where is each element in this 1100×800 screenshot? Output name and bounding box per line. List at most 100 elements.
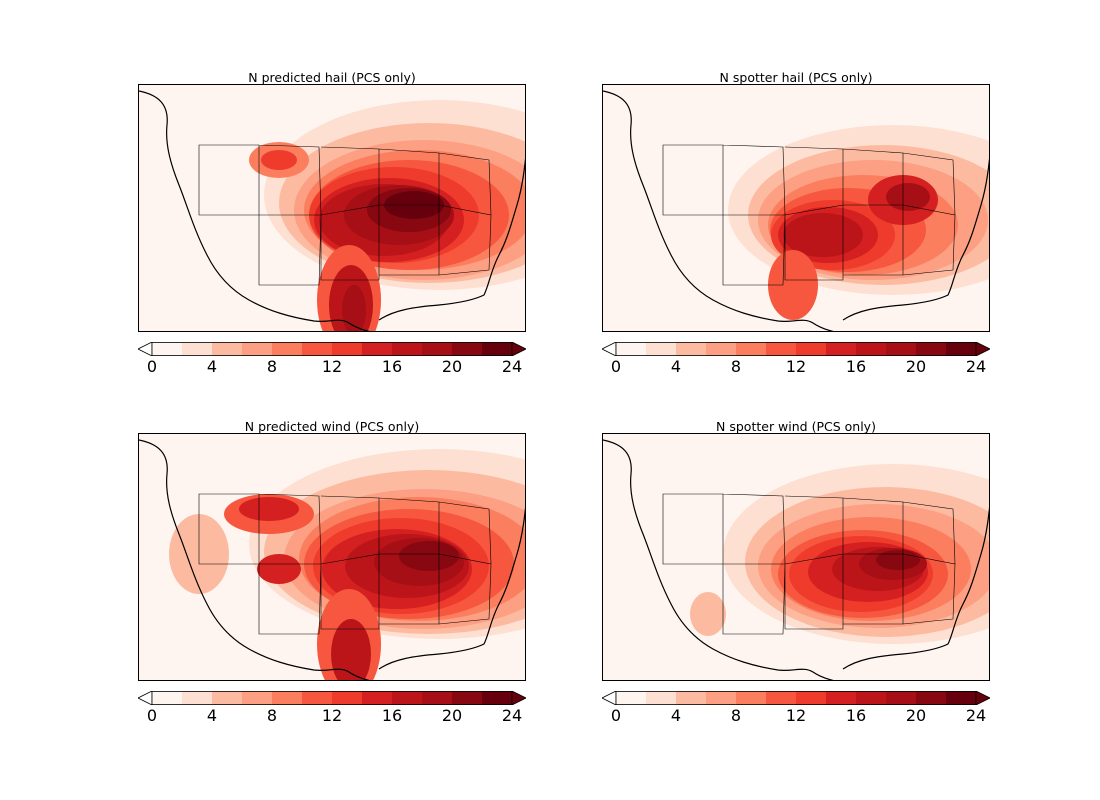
colorbar-segment [332,691,363,705]
contour-region [257,554,301,584]
contour-region [399,541,459,571]
panel-title: N predicted hail (PCS only) [248,70,416,85]
contour-region [886,183,930,211]
colorbar-segment [452,342,483,356]
colorbar-segment [766,691,797,705]
colorbar-tick-label: 8 [266,706,278,725]
colorbar-segment [706,342,737,356]
contour-region [768,250,818,320]
colorbar [602,342,990,356]
colorbar-tick-label: 12 [785,706,807,725]
map-panel-spotter-wind: N spotter wind (PCS only) 0 4 8 12 16 20 24 [602,419,990,725]
colorbar-segment [272,342,303,356]
colorbar-tick-label: 16 [381,706,403,725]
colorbar-segment [886,691,917,705]
colorbar [138,342,526,356]
contour-map [602,84,990,332]
colorbar-segment [392,691,423,705]
colorbar-segment [242,342,273,356]
colorbar-tick-label: 12 [785,357,807,376]
colorbar-segment [736,342,767,356]
colorbar-segment [422,691,453,705]
contour-map [602,433,990,681]
colorbar-segment [856,342,887,356]
coastline [139,439,525,680]
colorbar-segment [332,342,363,356]
colorbar-tick-label: 16 [381,357,403,376]
colorbar-tick-label: 4 [206,357,218,376]
colorbar-tick-label: 20 [441,357,463,376]
colorbar-segment [452,691,483,705]
colorbar-max-arrow [975,691,990,705]
colorbar-segment [766,342,797,356]
colorbar-tick-label: 0 [610,706,622,725]
colorbar-tick-label: 12 [321,706,343,725]
colorbar-segment [482,691,513,705]
colorbar-max-arrow [975,342,990,356]
colorbar-segment [646,691,677,705]
colorbar-tick-label: 0 [146,706,158,725]
colorbar-segment [826,342,857,356]
colorbar-tick-label: 16 [845,357,867,376]
colorbar-tick-label: 0 [146,357,158,376]
state-boundaries [662,493,956,635]
colorbar-segment [182,342,213,356]
state-boundaries [662,144,956,286]
colorbar-tick-label: 20 [441,706,463,725]
contour-map [138,433,526,681]
colorbar-tick-label: 16 [845,706,867,725]
colorbar-segment [422,342,453,356]
contour-region [690,592,726,636]
colorbar-tick-label: 8 [266,357,278,376]
colorbar-segment [302,691,333,705]
colorbar-max-arrow [511,691,526,705]
colorbar-segment [946,342,977,356]
colorbar-segment [946,691,977,705]
colorbar-segment [212,691,243,705]
contour-region [876,550,920,570]
colorbar-segment [152,342,183,356]
contour-field [139,434,525,680]
panel-title: N spotter hail (PCS only) [719,70,873,85]
contour-field [603,85,989,331]
colorbar [138,691,526,705]
colorbar-segment [676,691,707,705]
coastline [603,439,989,680]
colorbar-segment [362,342,393,356]
colorbar-segment [856,691,887,705]
colorbar-tick-label: 8 [730,357,742,376]
colorbar-segment [706,691,737,705]
colorbar-segment [796,691,827,705]
colorbar-segment [152,691,183,705]
colorbar-ticks: 0 4 8 12 16 20 24 [602,706,990,725]
colorbar-segment [886,342,917,356]
map-panel-predicted-wind: N predicted wind (PCS only) 0 4 8 12 16 20 24 [138,419,526,725]
colorbar-tick-label: 4 [670,357,682,376]
colorbar-segment [646,342,677,356]
colorbar-tick-label: 24 [965,706,987,725]
colorbar-segment [302,342,333,356]
colorbar-segment [272,691,303,705]
contour-region [239,497,299,521]
coastline [139,90,525,331]
colorbar-ticks: 0 4 8 12 16 20 24 [138,706,526,725]
colorbar-segment [392,342,423,356]
colorbar-tick-label: 20 [905,706,927,725]
colorbar-tick-label: 12 [321,357,343,376]
colorbar-ticks: 0 4 8 12 16 20 24 [138,357,526,376]
colorbar-tick-label: 4 [206,706,218,725]
colorbar-segment [482,342,513,356]
contour-region [342,285,366,331]
panel-title: N spotter wind (PCS only) [716,419,876,434]
colorbar-segment [242,691,273,705]
colorbar-min-arrow [138,342,153,356]
state-boundaries [198,493,492,635]
contour-field [603,434,989,680]
colorbar-min-arrow [602,691,617,705]
map-panel-spotter-hail: N spotter hail (PCS only) 0 4 8 12 16 20 24 [602,70,990,376]
contour-region [261,150,297,170]
colorbar-segment [616,691,647,705]
contour-field [139,85,525,331]
colorbar-segment [916,691,947,705]
colorbar-min-arrow [602,342,617,356]
